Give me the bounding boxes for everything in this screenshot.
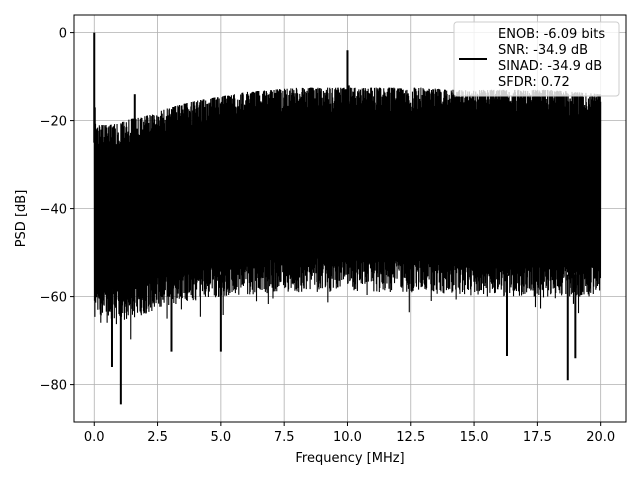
x-axis-label: Frequency [MHz] [295, 451, 404, 466]
y-tick-label: −60 [40, 291, 67, 306]
legend-enob: ENOB: -6.09 bits [498, 27, 605, 42]
y-axis-ticks: 0 −20 −40 −60 −80 [40, 27, 74, 394]
y-axis-label: PSD [dB] [14, 190, 29, 248]
legend-snr: SNR: -34.9 dB [498, 43, 588, 58]
y-tick-label: −80 [40, 379, 67, 394]
x-tick-label: 7.5 [274, 430, 295, 445]
legend-box [453, 21, 620, 97]
y-tick-label: 0 [59, 27, 67, 42]
legend-sfdr: SFDR: 0.72 [498, 75, 570, 90]
plot-data [93, 32, 602, 405]
x-tick-label: 2.5 [147, 430, 168, 445]
x-tick-label: 17.5 [523, 430, 552, 445]
legend: ENOB: -6.09 bits SNR: -34.9 dB SINAD: -3… [453, 21, 620, 97]
x-tick-label: 15.0 [460, 430, 489, 445]
axes-frame [73, 14, 627, 423]
x-tick-label: 0.0 [84, 430, 105, 445]
y-tick-label: −20 [40, 115, 67, 130]
legend-sinad: SINAD: -34.9 dB [498, 59, 602, 74]
x-axis-ticks: 0.0 2.5 5.0 7.5 10.0 12.5 15.0 17.5 20.0 [84, 422, 615, 445]
x-tick-label: 10.0 [333, 430, 362, 445]
x-tick-label: 20.0 [586, 430, 615, 445]
x-tick-label: 12.5 [396, 430, 425, 445]
x-tick-label: 5.0 [211, 430, 232, 445]
y-tick-label: −40 [40, 203, 67, 218]
